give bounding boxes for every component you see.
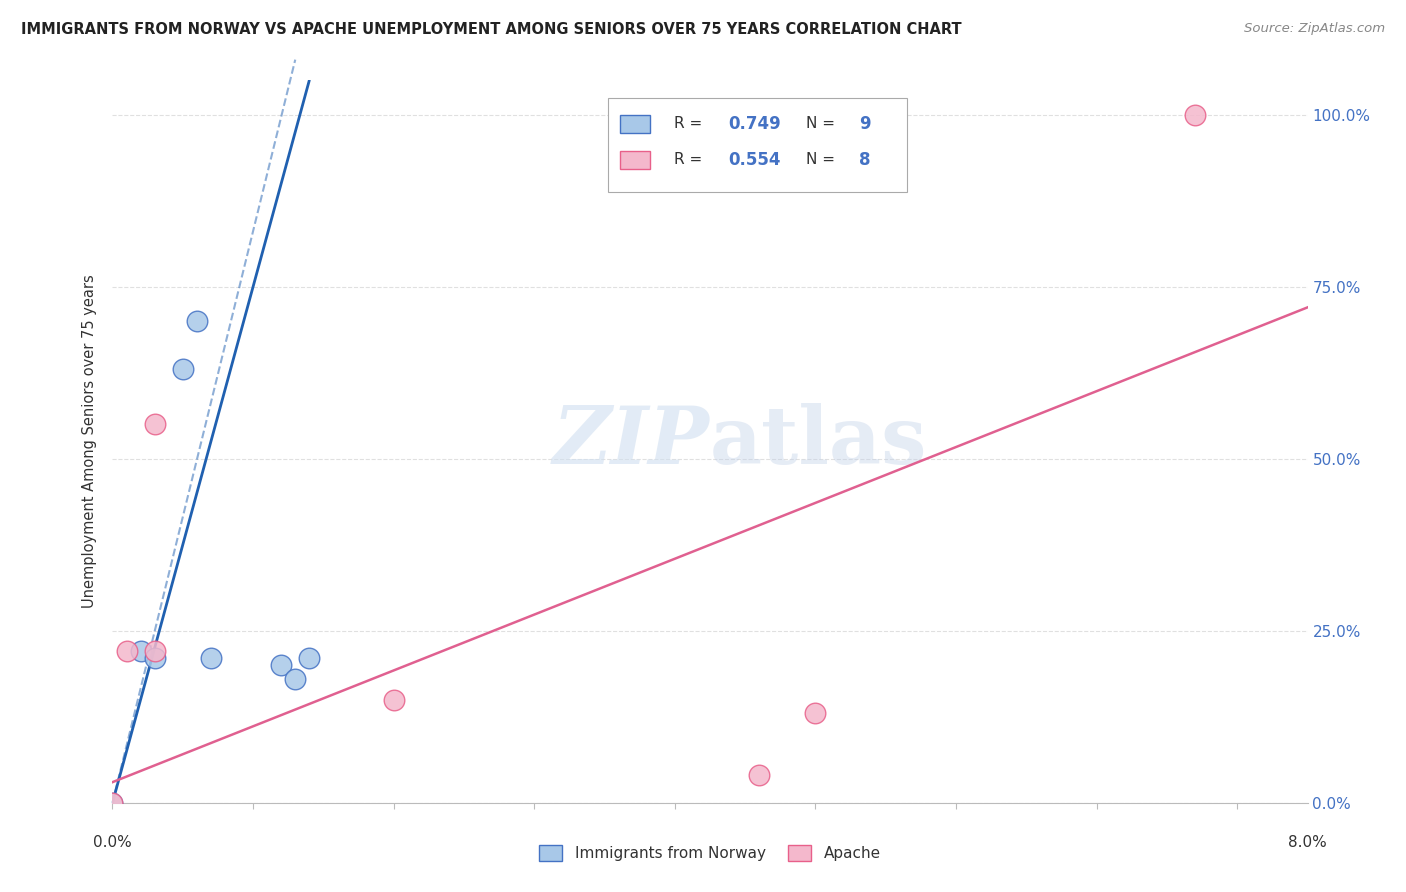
Point: [284, 672, 307, 686]
Text: atlas: atlas: [710, 402, 928, 481]
Point: [382, 692, 405, 706]
Point: [143, 651, 166, 665]
Text: 0.554: 0.554: [728, 151, 780, 169]
Text: IMMIGRANTS FROM NORWAY VS APACHE UNEMPLOYMENT AMONG SENIORS OVER 75 YEARS CORREL: IMMIGRANTS FROM NORWAY VS APACHE UNEMPLO…: [21, 22, 962, 37]
Text: 0.749: 0.749: [728, 115, 780, 133]
Point: [172, 362, 194, 376]
Text: ZIP: ZIP: [553, 403, 710, 480]
Point: [200, 651, 222, 665]
FancyBboxPatch shape: [609, 98, 907, 193]
Text: R =: R =: [675, 153, 707, 168]
Legend: Immigrants from Norway, Apache: Immigrants from Norway, Apache: [533, 839, 887, 867]
Point: [186, 314, 208, 328]
Text: 9: 9: [859, 115, 872, 133]
Text: N =: N =: [806, 116, 839, 131]
Point: [101, 796, 124, 810]
Text: Source: ZipAtlas.com: Source: ZipAtlas.com: [1244, 22, 1385, 36]
Bar: [620, 114, 651, 133]
Point: [804, 706, 827, 721]
Text: N =: N =: [806, 153, 839, 168]
Point: [101, 796, 124, 810]
Point: [270, 658, 292, 673]
Point: [1184, 108, 1206, 122]
Point: [748, 768, 770, 782]
Point: [129, 644, 152, 658]
Y-axis label: Unemployment Among Seniors over 75 years: Unemployment Among Seniors over 75 years: [82, 275, 97, 608]
Point: [298, 651, 321, 665]
Point: [115, 644, 138, 658]
Text: 8.0%: 8.0%: [1288, 836, 1327, 850]
Bar: [620, 151, 651, 169]
Text: 8: 8: [859, 151, 870, 169]
Text: R =: R =: [675, 116, 707, 131]
Point: [143, 644, 166, 658]
Text: 0.0%: 0.0%: [93, 836, 132, 850]
Point: [143, 417, 166, 432]
